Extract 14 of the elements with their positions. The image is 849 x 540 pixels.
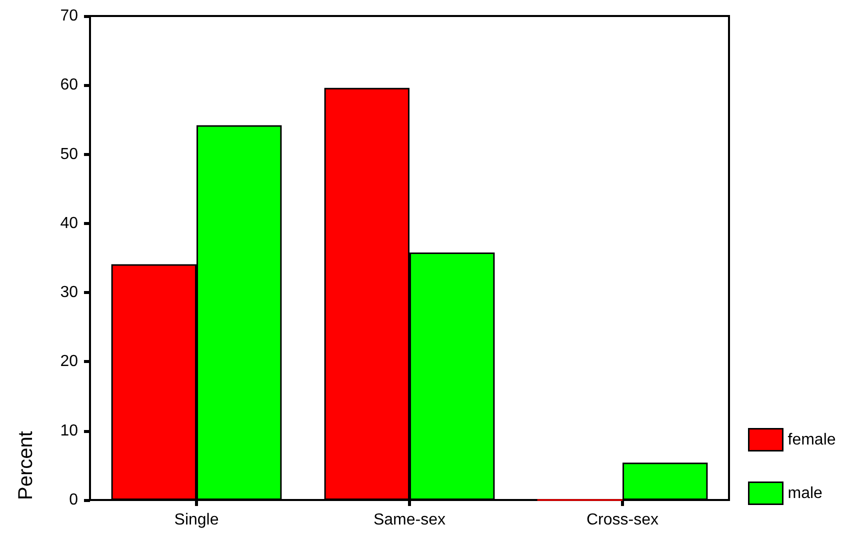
y-tick-label: 70 [60, 8, 78, 24]
legend-label: male [788, 484, 823, 502]
y-tick-label: 20 [60, 353, 78, 370]
y-tick-label: 10 [60, 422, 78, 440]
legend-label: female [788, 431, 836, 448]
x-tick-label: Same-sex [373, 512, 446, 528]
x-tick-label: Single [174, 512, 219, 528]
y-tick-label: 40 [60, 214, 78, 232]
y-tick-label: 30 [60, 284, 78, 302]
y-tick-label: 0 [69, 492, 78, 508]
x-tick-label: Cross-sex [586, 512, 659, 528]
y-axis-title: Percent [15, 430, 37, 500]
y-tick-label: 60 [60, 76, 78, 94]
y-tick-label: 50 [60, 146, 78, 163]
